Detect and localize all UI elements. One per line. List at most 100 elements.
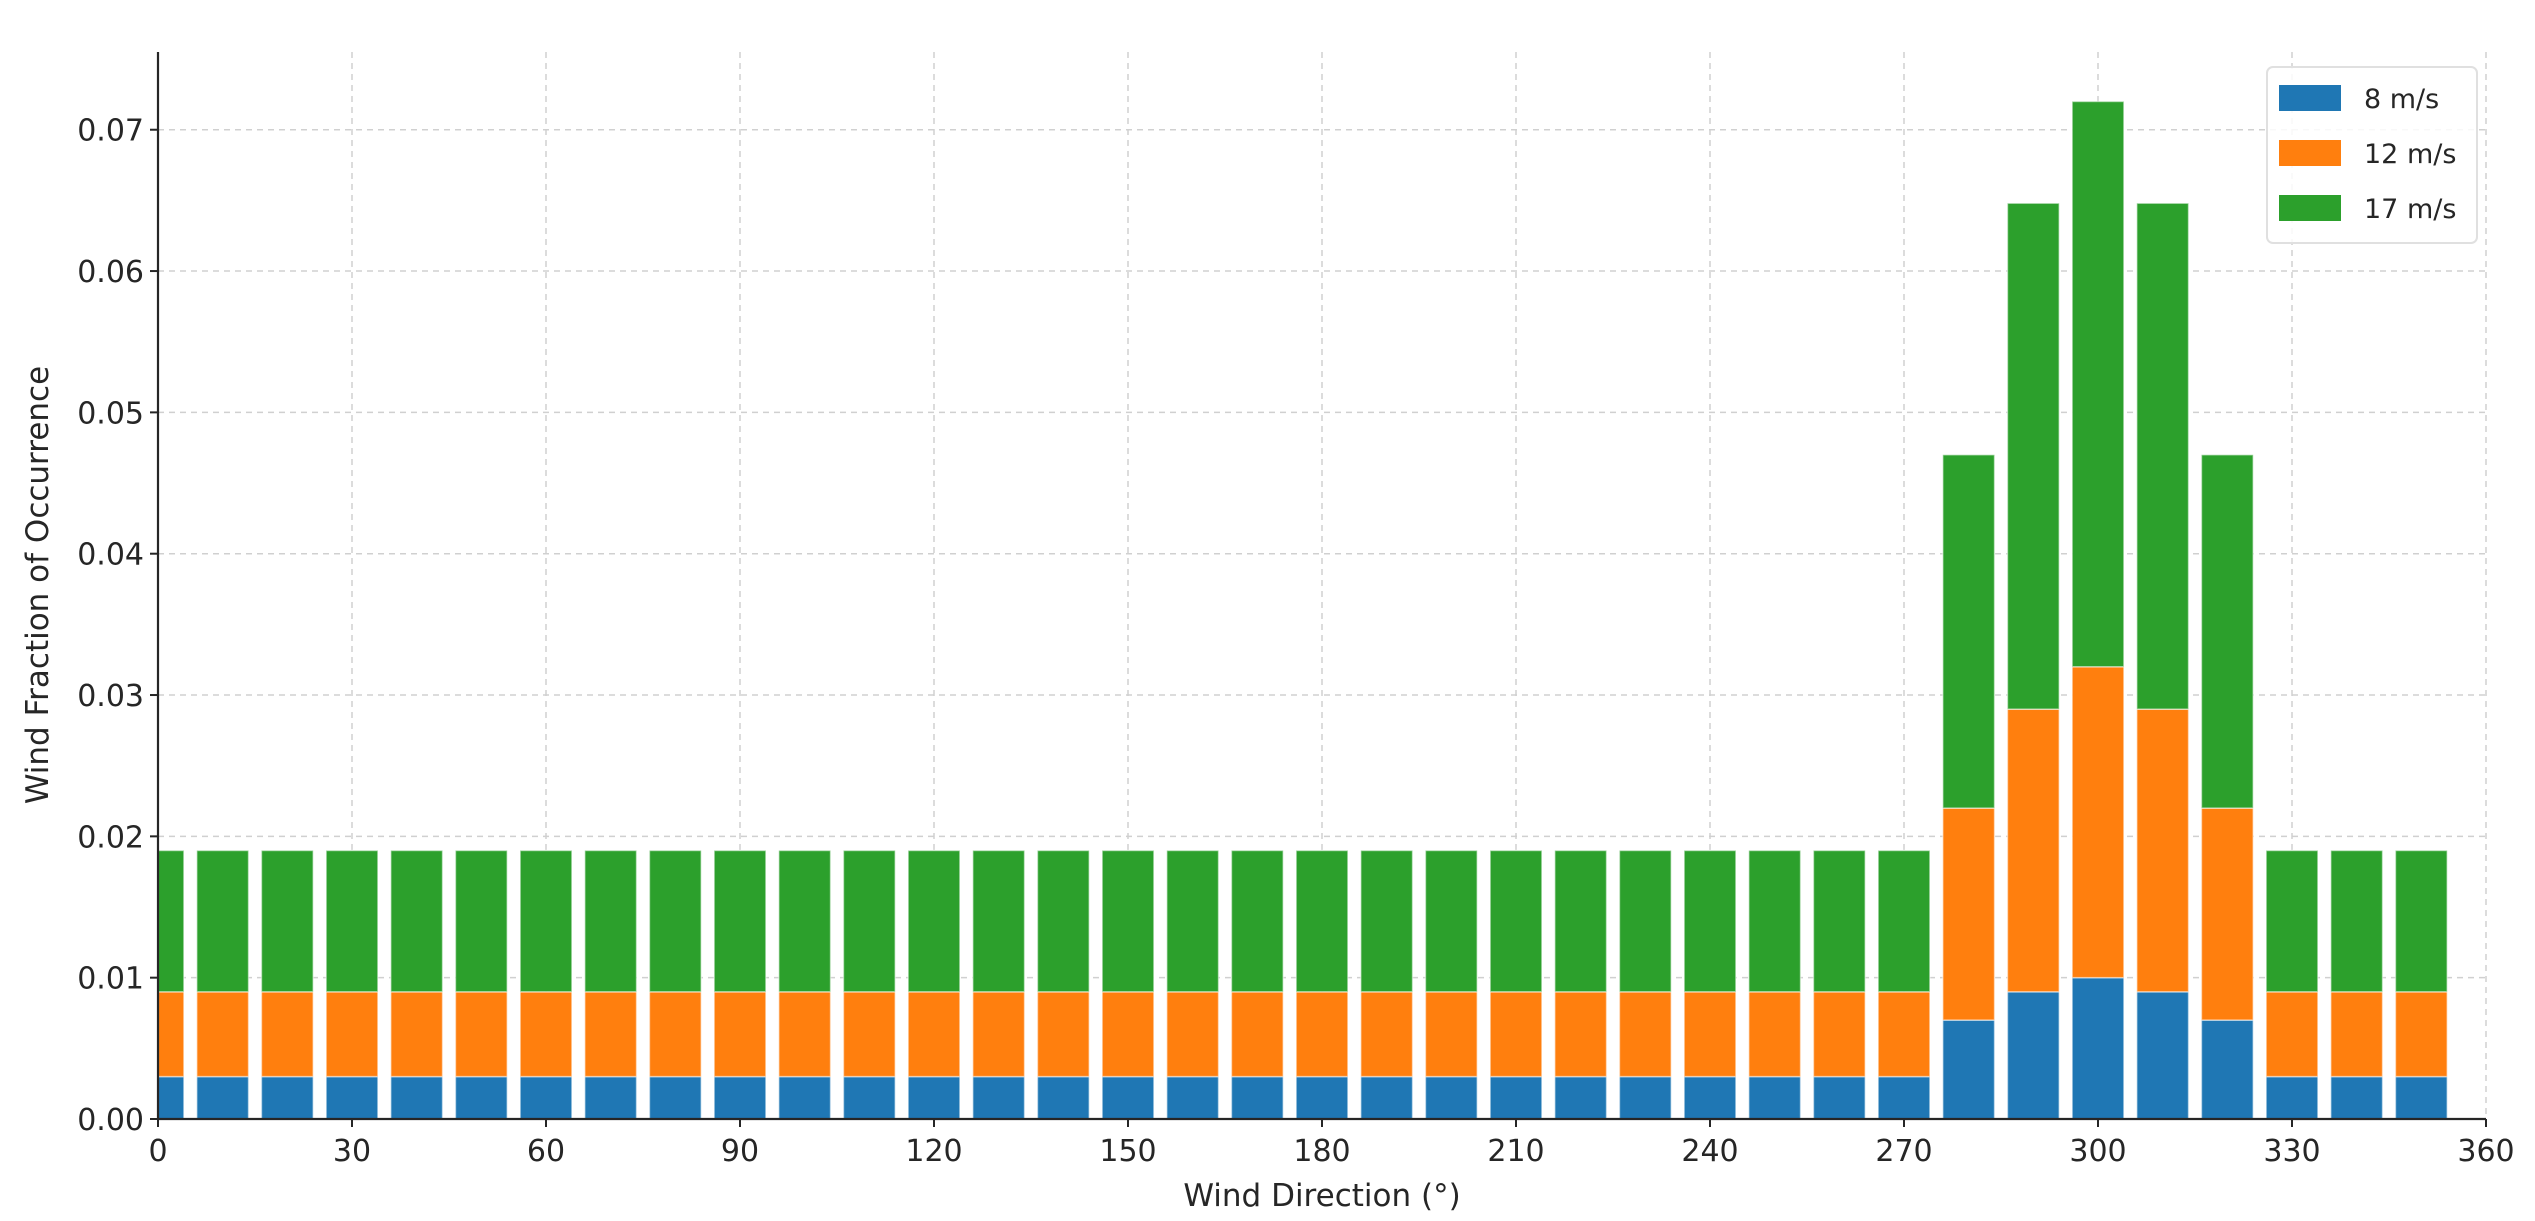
bar-segment-8-m-s — [648, 1075, 702, 1119]
bar-segment-12-m-s — [2265, 991, 2319, 1078]
axes — [150, 52, 2487, 1127]
y-tick-labels: 0.00 0.01 0.02 0.03 0.04 0.05 0.06 0.07 — [77, 114, 144, 1138]
bar-segment-17-m-s — [158, 849, 185, 993]
bar-segment-8-m-s — [1166, 1075, 1220, 1119]
bar-segment-17-m-s — [1942, 454, 1996, 809]
bar-segment-12-m-s — [1295, 991, 1349, 1078]
bar-segment-17-m-s — [2006, 202, 2060, 710]
bar-segment-17-m-s — [2265, 849, 2319, 993]
bar-segment-17-m-s — [2330, 849, 2384, 993]
bar-segment-17-m-s — [2071, 100, 2125, 668]
bar-segment-8-m-s — [907, 1075, 961, 1119]
bar-segment-17-m-s — [584, 849, 638, 993]
x-tick-label: 210 — [1487, 1134, 1544, 1169]
y-tick-label: 0.04 — [77, 538, 144, 573]
bar-segment-17-m-s — [1036, 849, 1090, 993]
y-tick-label: 0.03 — [77, 679, 144, 714]
bar-segment-8-m-s — [158, 1075, 185, 1119]
bar-segment-12-m-s — [648, 991, 702, 1078]
bar-segment-12-m-s — [2136, 708, 2190, 993]
bar-segment-12-m-s — [2394, 991, 2448, 1078]
bar-segment-8-m-s — [2265, 1075, 2319, 1119]
bar-segment-12-m-s — [1489, 991, 1543, 1078]
x-tick-label: 330 — [2263, 1134, 2320, 1169]
bar-segment-17-m-s — [2200, 454, 2254, 809]
bar-segment-17-m-s — [325, 849, 379, 993]
bar-segment-17-m-s — [1618, 849, 1672, 993]
bar-segment-17-m-s — [1812, 849, 1866, 993]
x-tick-label: 60 — [527, 1134, 565, 1169]
bar-segment-12-m-s — [1748, 991, 1802, 1078]
bar-segment-12-m-s — [158, 991, 185, 1078]
bar-segment-12-m-s — [1360, 991, 1414, 1078]
bar-segment-8-m-s — [1424, 1075, 1478, 1119]
bar-segment-17-m-s — [648, 849, 702, 993]
bar-segment-8-m-s — [1554, 1075, 1608, 1119]
bar-segment-17-m-s — [260, 849, 314, 993]
bar-segment-12-m-s — [2200, 807, 2254, 1021]
legend-swatch — [2279, 195, 2341, 221]
bar-segment-17-m-s — [1748, 849, 1802, 993]
bar-segment-8-m-s — [1295, 1075, 1349, 1119]
bar-segment-17-m-s — [1877, 849, 1931, 993]
bar-segment-8-m-s — [1942, 1019, 1996, 1119]
x-tick-label: 0 — [148, 1134, 167, 1169]
bar-segment-17-m-s — [1230, 849, 1284, 993]
bar-segment-8-m-s — [1101, 1075, 1155, 1119]
bar-segment-17-m-s — [1683, 849, 1737, 993]
bar-group — [158, 100, 2448, 1119]
bar-segment-12-m-s — [778, 991, 832, 1078]
bar-segment-8-m-s — [2330, 1075, 2384, 1119]
bar-segment-17-m-s — [2394, 849, 2448, 993]
bar-segment-17-m-s — [454, 849, 508, 993]
bar-segment-17-m-s — [972, 849, 1026, 993]
y-tick-label: 0.05 — [77, 396, 144, 431]
x-tick-label: 150 — [1099, 1134, 1156, 1169]
bar-segment-12-m-s — [325, 991, 379, 1078]
bar-segment-17-m-s — [1101, 849, 1155, 993]
bar-segment-12-m-s — [1877, 991, 1931, 1078]
bar-segment-12-m-s — [1683, 991, 1737, 1078]
bar-segment-12-m-s — [519, 991, 573, 1078]
bar-segment-12-m-s — [2330, 991, 2384, 1078]
bar-segment-12-m-s — [1812, 991, 1866, 1078]
bar-segment-17-m-s — [713, 849, 767, 993]
bar-segment-8-m-s — [260, 1075, 314, 1119]
bar-segment-8-m-s — [1489, 1075, 1543, 1119]
bar-segment-12-m-s — [390, 991, 444, 1078]
legend: 8 m/s 12 m/s 17 m/s — [2266, 66, 2478, 244]
bar-segment-17-m-s — [1360, 849, 1414, 993]
legend-label: 8 m/s — [2364, 84, 2439, 115]
bar-segment-8-m-s — [1683, 1075, 1737, 1119]
bar-segment-8-m-s — [2394, 1075, 2448, 1119]
bar-segment-17-m-s — [907, 849, 961, 993]
x-tick-label: 300 — [2069, 1134, 2126, 1169]
bar-segment-8-m-s — [1812, 1075, 1866, 1119]
bar-segment-8-m-s — [1748, 1075, 1802, 1119]
bar-segment-12-m-s — [1942, 807, 1996, 1021]
x-tick-label: 120 — [905, 1134, 962, 1169]
y-tick-label: 0.02 — [77, 820, 144, 855]
bar-segment-17-m-s — [519, 849, 573, 993]
bar-segment-12-m-s — [713, 991, 767, 1078]
bar-segment-8-m-s — [325, 1075, 379, 1119]
bars — [158, 100, 2448, 1119]
bar-segment-8-m-s — [1036, 1075, 1090, 1119]
bar-segment-8-m-s — [2200, 1019, 2254, 1119]
bar-segment-12-m-s — [972, 991, 1026, 1078]
bar-segment-12-m-s — [2006, 708, 2060, 993]
bar-segment-8-m-s — [1230, 1075, 1284, 1119]
bar-segment-8-m-s — [2071, 976, 2125, 1119]
bar-segment-8-m-s — [2006, 991, 2060, 1119]
bar-segment-12-m-s — [842, 991, 896, 1078]
x-tick-label: 360 — [2457, 1134, 2514, 1169]
bar-segment-12-m-s — [260, 991, 314, 1078]
bar-segment-17-m-s — [1554, 849, 1608, 993]
bar-segment-8-m-s — [1618, 1075, 1672, 1119]
bar-segment-8-m-s — [390, 1075, 444, 1119]
bar-segment-17-m-s — [778, 849, 832, 993]
x-tick-label: 240 — [1681, 1134, 1738, 1169]
bar-segment-8-m-s — [1360, 1075, 1414, 1119]
bar-segment-8-m-s — [196, 1075, 250, 1119]
